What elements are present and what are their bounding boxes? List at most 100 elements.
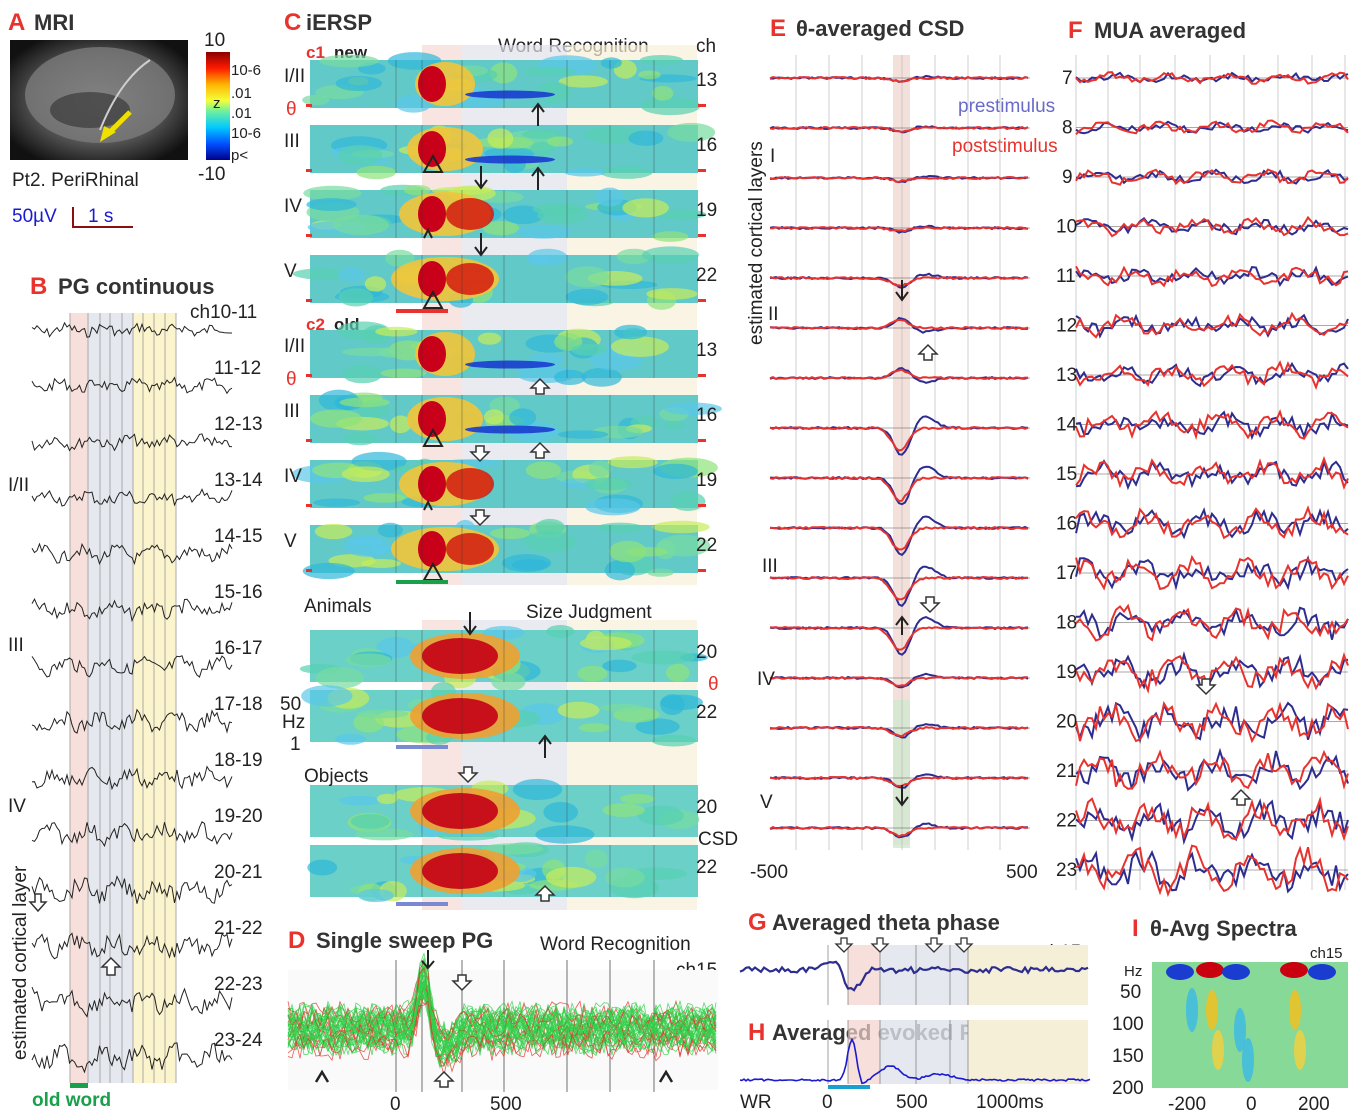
b-traces <box>31 321 233 1074</box>
d-sweep <box>287 980 717 1065</box>
f-traces <box>1075 55 1349 898</box>
e-trace-post <box>769 368 1029 381</box>
colorbar-tick: 10-6 <box>231 125 261 142</box>
layer-label: IV <box>8 796 26 817</box>
old-word-bar <box>70 1083 88 1088</box>
arrow-icon <box>895 280 909 302</box>
f-trace-post <box>1075 71 1349 85</box>
arrow-icon <box>451 974 473 992</box>
panel-h: H Averaged evoked PG ch15 WR 0 500 1000m… <box>739 1019 1091 1113</box>
legend-poststimulus: poststimulus <box>952 136 1058 157</box>
f-trace-pre <box>1075 701 1349 744</box>
f-trace-post <box>1075 844 1349 898</box>
layer-label: III <box>8 635 24 656</box>
panel-b-ylabel: estimated cortical layer <box>10 865 31 1060</box>
f-trace-post <box>1075 700 1349 744</box>
animals-label: Animals <box>304 596 372 617</box>
arrow-icon <box>531 102 545 126</box>
g-trace <box>739 937 1089 1005</box>
h-xtick: 0 <box>822 1092 833 1113</box>
c1-bar <box>396 309 448 313</box>
i-yunit: Hz <box>1124 963 1142 980</box>
colorbar <box>206 52 230 160</box>
c-channel-label: 22 <box>696 535 717 556</box>
b-trace <box>31 875 233 904</box>
panel-d-subtitle: Word Recognition <box>540 934 691 955</box>
e-trace-post <box>769 475 1029 503</box>
objects-bar <box>396 902 448 906</box>
e-layer: IV <box>757 669 775 690</box>
i-xtick: 0 <box>1246 1094 1257 1113</box>
c-channel-label: 19 <box>696 470 717 491</box>
colorbar-tick: .01 <box>231 85 252 102</box>
animals-bar <box>396 745 448 749</box>
panel-b: B PG continuous I/II III IV estimated co… <box>8 273 233 1111</box>
i-blob <box>1280 962 1308 978</box>
f-trace-post <box>1075 168 1349 186</box>
theta-label: θ <box>708 674 719 695</box>
triangle-icon <box>422 153 444 173</box>
d-sweep <box>287 967 717 1038</box>
arrow-icon <box>100 956 122 976</box>
h-xtick: 500 <box>896 1092 928 1113</box>
panel-c: C iERSP Word Recognition ch c1 new c2 ol… <box>280 9 738 910</box>
arrow-icon <box>954 937 974 953</box>
e-trace-post <box>769 575 1029 601</box>
colorbar-p: p< <box>231 147 248 164</box>
d-sweep <box>287 980 717 1044</box>
d-sweep <box>287 982 717 1068</box>
i-blob <box>1166 964 1194 980</box>
colorbar-z: z <box>213 95 221 112</box>
d-sweep <box>287 985 717 1047</box>
e-trace-post <box>769 425 1029 452</box>
colorbar-tick: .01 <box>231 105 252 122</box>
f-channel-label: 14 <box>1056 415 1078 436</box>
f-trace-post <box>1075 408 1349 441</box>
f-trace-pre <box>1076 606 1349 640</box>
panel-f: F MUA averaged <box>1068 17 1349 898</box>
e-trace-post <box>769 75 1029 83</box>
panel-i-letter: I <box>1132 915 1139 942</box>
e-traces <box>769 55 1030 850</box>
panel-i-ch: ch15 <box>1310 945 1343 962</box>
c-theta-label: θ <box>286 99 297 120</box>
c-layer-label: III <box>284 131 300 152</box>
f-channel-label: 13 <box>1056 365 1077 386</box>
i-ytick: 150 <box>1112 1046 1144 1067</box>
b-trace <box>31 821 233 848</box>
e-trace-post <box>769 775 1029 788</box>
i-ytick: 100 <box>1112 1014 1144 1035</box>
b-channel-label: 18-19 <box>214 750 263 771</box>
d-xtick: 0 <box>390 1094 401 1113</box>
e-trace-post <box>770 525 1029 551</box>
f-channel-label: 17 <box>1056 563 1077 584</box>
f-trace-post <box>1075 505 1349 540</box>
c-channel-label: 13 <box>696 340 717 361</box>
d-sweep <box>287 982 717 1054</box>
d-sweep <box>287 979 717 1046</box>
arrow-icon <box>917 343 939 361</box>
c-channel-label: 19 <box>696 200 717 221</box>
objects-label: Objects <box>304 766 368 787</box>
arrow-icon <box>474 233 488 257</box>
arrow-icon <box>534 884 556 902</box>
arrow-icon <box>529 441 551 459</box>
c-channel-label: 13 <box>696 70 717 91</box>
panel-b-title: PG continuous <box>58 274 214 299</box>
c-channel-label: 20 <box>696 642 717 663</box>
panel-i: I θ-Avg Spectra ch15 Hz 50 100 150 200 -… <box>1112 915 1348 1113</box>
panel-a-caption: Pt2. PeriRhinal <box>12 170 139 191</box>
e-xtick: 500 <box>1006 862 1038 883</box>
scale-uv: 50µV <box>12 206 57 227</box>
b-trace <box>31 655 233 678</box>
e-trace-post <box>769 125 1029 133</box>
colorbar-bottom: -10 <box>198 164 225 185</box>
f-channel-label: 23 <box>1056 860 1077 881</box>
b-trace <box>31 708 233 734</box>
c-layer-label: I/II <box>284 336 305 357</box>
b-trace <box>31 986 233 1018</box>
d-sweep <box>287 961 717 1042</box>
i-ytick: 200 <box>1112 1078 1144 1099</box>
hz-unit: Hz <box>282 712 305 733</box>
